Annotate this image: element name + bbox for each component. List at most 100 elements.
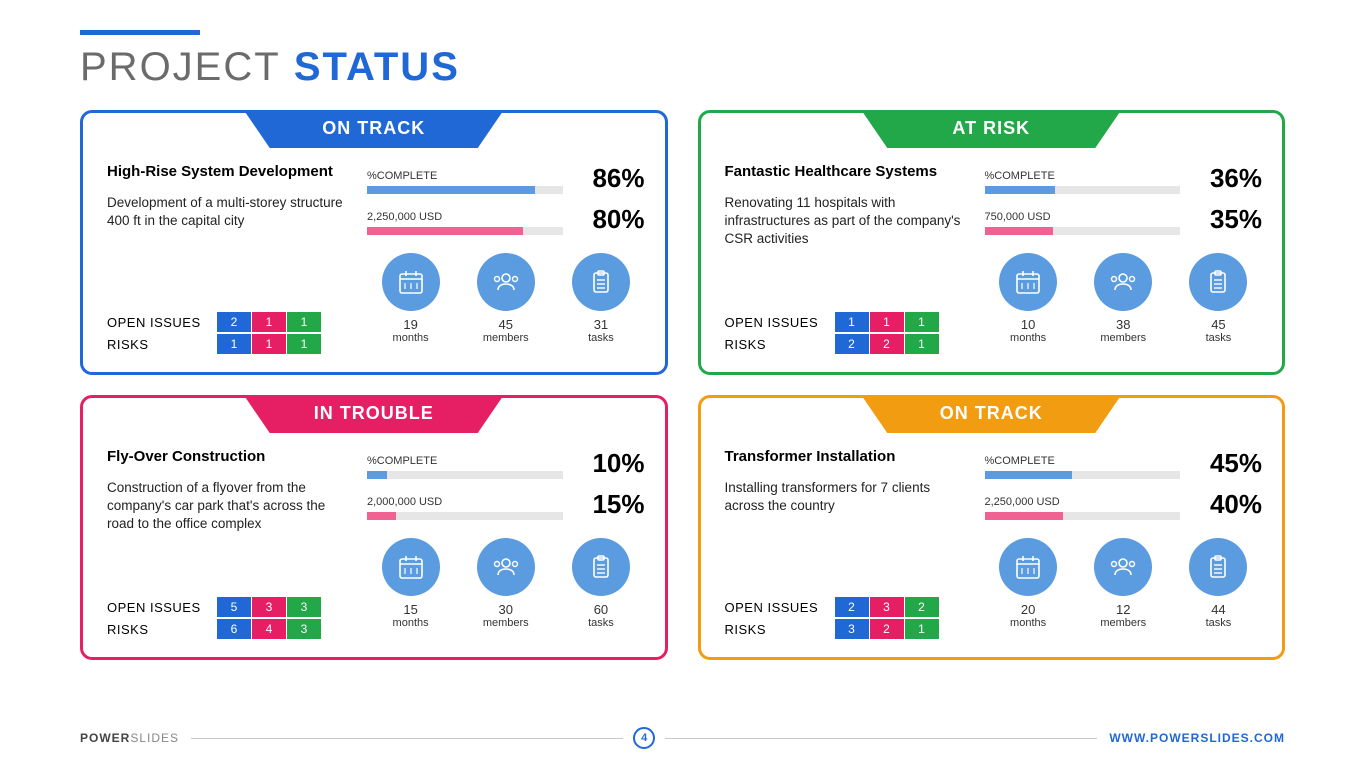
status-tab: ON TRACK [244,110,504,148]
calendar-icon [382,538,440,596]
risk-chip: 1 [287,334,321,354]
risks-label: RISKS [725,622,835,637]
issue-chip: 5 [217,597,251,617]
open-issues-label: OPEN ISSUES [725,315,835,330]
project-card: AT RISK Fantastic Healthcare Systems Ren… [698,110,1286,375]
members-stat: 12 members [1080,538,1167,629]
title-accent-bar [80,30,200,35]
footer-url: WWW.POWERSLIDES.COM [1109,731,1285,745]
complete-bar-track [985,471,1181,479]
risks-label: RISKS [725,337,835,352]
complete-bar-track [367,186,563,194]
budget-value: 80% [575,204,645,235]
budget-bar-fill [985,512,1063,520]
complete-label: %COMPLETE [985,170,1181,182]
issue-chip: 3 [287,597,321,617]
open-issues-label: OPEN ISSUES [725,600,835,615]
footer-brand: POWERSLIDES [80,731,179,745]
members-stat: 30 members [462,538,549,629]
issue-chip: 2 [217,312,251,332]
project-card: ON TRACK Transformer Installation Instal… [698,395,1286,660]
budget-metric: 750,000 USD 35% [985,204,1263,235]
project-title: Fly-Over Construction [107,448,347,465]
risk-chip: 3 [835,619,869,639]
members-icon [1094,253,1152,311]
budget-value: 35% [1192,204,1262,235]
issues-block: OPEN ISSUES 111 RISKS 221 [725,310,965,354]
budget-label: 2,250,000 USD [367,211,563,223]
issue-chip: 2 [905,597,939,617]
risk-chip: 4 [252,619,286,639]
budget-bar-fill [367,227,523,235]
footer-divider [191,738,623,739]
issue-chip: 1 [905,312,939,332]
issue-chip: 1 [287,312,321,332]
members-icon [477,538,535,596]
status-tab: IN TROUBLE [244,395,504,433]
months-stat: 20 months [985,538,1072,629]
budget-bar-track [985,227,1181,235]
months-stat: 19 months [367,253,454,344]
budget-label: 2,000,000 USD [367,496,563,508]
issue-chip: 1 [252,312,286,332]
members-icon [477,253,535,311]
calendar-icon [999,253,1057,311]
months-stat: 10 months [985,253,1072,344]
status-tab: ON TRACK [861,395,1121,433]
issue-chip: 3 [870,597,904,617]
complete-metric: %COMPLETE 10% [367,448,645,479]
risk-chip: 1 [252,334,286,354]
risk-chip: 1 [905,334,939,354]
members-icon [1094,538,1152,596]
budget-bar-track [367,227,563,235]
risk-chip: 3 [287,619,321,639]
members-stat: 38 members [1080,253,1167,344]
clipboard-icon [572,538,630,596]
budget-label: 2,250,000 USD [985,496,1181,508]
budget-bar-track [367,512,563,520]
clipboard-icon [572,253,630,311]
complete-value: 10% [575,448,645,479]
risk-chip: 1 [905,619,939,639]
tasks-stat: 44 tasks [1175,538,1262,629]
status-tab: AT RISK [861,110,1121,148]
budget-label: 750,000 USD [985,211,1181,223]
risks-label: RISKS [107,337,217,352]
clipboard-icon [1189,253,1247,311]
complete-value: 36% [1192,163,1262,194]
cards-grid: ON TRACK High-Rise System Development De… [80,110,1285,660]
project-description: Development of a multi-storey structure … [107,194,347,310]
complete-metric: %COMPLETE 45% [985,448,1263,479]
complete-bar-fill [367,471,387,479]
open-issues-label: OPEN ISSUES [107,600,217,615]
budget-metric: 2,000,000 USD 15% [367,489,645,520]
project-description: Construction of a flyover from the compa… [107,479,347,595]
issue-chip: 1 [870,312,904,332]
complete-bar-fill [367,186,535,194]
budget-value: 40% [1192,489,1262,520]
budget-bar-fill [367,512,396,520]
complete-value: 86% [575,163,645,194]
issue-chip: 3 [252,597,286,617]
budget-bar-track [985,512,1181,520]
budget-metric: 2,250,000 USD 80% [367,204,645,235]
risk-chip: 2 [870,619,904,639]
calendar-icon [999,538,1057,596]
open-issues-label: OPEN ISSUES [107,315,217,330]
risk-chip: 1 [217,334,251,354]
complete-bar-track [367,471,563,479]
tasks-stat: 45 tasks [1175,253,1262,344]
members-stat: 45 members [462,253,549,344]
project-description: Installing transformers for 7 clients ac… [725,479,965,595]
months-stat: 15 months [367,538,454,629]
page-title: PROJECT STATUS [80,45,1285,90]
footer-page-number: 4 [633,727,655,749]
footer: POWERSLIDES 4 WWW.POWERSLIDES.COM [80,727,1285,749]
project-card: ON TRACK High-Rise System Development De… [80,110,668,375]
risk-chip: 2 [870,334,904,354]
risk-chip: 2 [835,334,869,354]
complete-metric: %COMPLETE 36% [985,163,1263,194]
complete-metric: %COMPLETE 86% [367,163,645,194]
project-title: Transformer Installation [725,448,965,465]
budget-metric: 2,250,000 USD 40% [985,489,1263,520]
